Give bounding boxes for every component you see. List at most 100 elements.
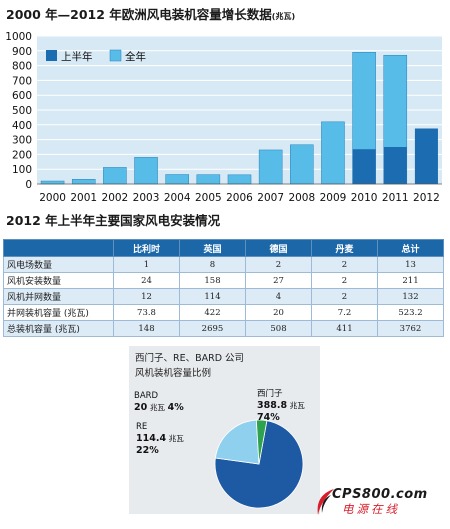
row-label: 风机安装数量 (3, 272, 114, 289)
y-tick-label: 500 (12, 105, 32, 117)
watermark: CPS800.com 电源在线 (317, 487, 428, 517)
x-tick-label: 2005 (195, 192, 222, 204)
watermark-sub: 电源在线 (342, 502, 400, 516)
table-cell: 20 (245, 304, 312, 321)
y-tick-label: 800 (12, 61, 32, 73)
bar-full-year (290, 144, 314, 185)
table-row: 风电场数量 1 8 2 2 13 (3, 256, 444, 273)
table-cell: 523.2 (377, 304, 444, 321)
table-row: 风机并网数量 12 114 4 2 132 (3, 288, 444, 305)
bar-full-year (258, 149, 283, 185)
x-tick-label: 2002 (102, 192, 129, 204)
y-tick-label: 600 (12, 90, 32, 102)
pie-label-re: RE 114.4 兆瓦 22% (136, 421, 184, 457)
table-cell: 1 (113, 256, 180, 273)
table-header-cell (3, 239, 114, 257)
bar-chart: 0 100 200 300 400 500 600 700 800 900 1000 2000 2001… (5, 31, 442, 204)
bar-chart-title-text: 2000 年—2012 年欧洲风电装机容量增长数据 (6, 7, 272, 22)
y-tick-label: 300 (12, 135, 32, 147)
bard-value: 20 (134, 402, 148, 413)
table-cell: 2 (311, 256, 378, 273)
x-tick-label: 2006 (226, 192, 253, 204)
table-cell: 148 (113, 320, 180, 337)
table-cell: 73.8 (113, 304, 180, 321)
row-label: 并网装机容量 (兆瓦) (3, 304, 114, 321)
table-header-cell: 英国 (179, 239, 246, 257)
y-tick-label: 200 (12, 149, 32, 161)
bar-full-year (196, 174, 221, 185)
table-header-cell: 德国 (245, 239, 312, 257)
table-title: 2012 年上半年主要国家风电安装情况 (6, 213, 221, 228)
x-tick-label: 2000 (39, 192, 66, 204)
x-tick-label: 2001 (70, 192, 97, 204)
pie-chart (214, 419, 304, 509)
table-cell: 2 (245, 256, 312, 273)
x-tick-label: 2008 (288, 192, 315, 204)
bar-full-year (227, 174, 252, 185)
bar-chart-title-unit: (兆瓦) (271, 12, 296, 21)
legend-label-first-half: 上半年 (61, 50, 93, 63)
bard-name: BARD (134, 391, 159, 401)
row-label: 风机并网数量 (3, 288, 114, 305)
x-tick-label: 2004 (164, 192, 191, 204)
siemens-pct: 74% (257, 412, 280, 423)
pie-title-line: 风机装机容量比例 (135, 368, 212, 379)
bar-first-half (383, 147, 407, 184)
bar-full-year (103, 167, 127, 185)
table-header-cell: 丹麦 (311, 239, 378, 257)
pie-title: 西门子、RE、BARD 公司 风机装机容量比例 (135, 351, 244, 381)
table-cell: 7.2 (311, 304, 378, 321)
table-cell: 2 (311, 272, 378, 289)
pie-panel: 西门子、RE、BARD 公司 风机装机容量比例 西门子 388.8 兆瓦 74%… (129, 346, 320, 514)
siemens-name: 西门子 (257, 389, 283, 399)
bar-first-half (414, 128, 438, 184)
bar-full-year (134, 157, 158, 185)
table-cell: 2 (311, 288, 378, 305)
swoosh-icon (317, 489, 334, 515)
table-cell: 27 (245, 272, 312, 289)
bard-unit: 兆瓦 (149, 403, 165, 412)
siemens-value: 388.8 (257, 400, 288, 411)
table-cell: 24 (113, 272, 180, 289)
pie-slice-bard (255, 419, 268, 465)
table-header-row: 比利时 英国 德国 丹麦 总计 (3, 239, 444, 257)
table-cell: 3762 (377, 320, 444, 337)
table-cell: 411 (311, 320, 378, 337)
table-cell: 12 (113, 288, 180, 305)
x-tick-label: 2012 (413, 192, 440, 204)
table-cell: 211 (377, 272, 444, 289)
pie-label-siemens: 西门子 388.8 兆瓦 74% (257, 388, 305, 424)
table-cell: 114 (179, 288, 246, 305)
legend-swatch-first-half (46, 50, 57, 61)
row-label: 风电场数量 (3, 256, 114, 273)
x-tick-label: 2011 (382, 192, 409, 204)
table-header-cell: 比利时 (113, 239, 180, 257)
table-row: 并网装机容量 (兆瓦) 73.8 422 20 7.2 523.2 (3, 304, 444, 321)
table-header-cell: 总计 (377, 239, 444, 257)
bar-first-half (352, 149, 376, 184)
bar-full-year (321, 121, 345, 185)
x-tick-label: 2010 (351, 192, 378, 204)
y-tick-label: 900 (12, 46, 32, 58)
re-pct: 22% (136, 445, 159, 456)
table-cell: 158 (179, 272, 246, 289)
bar-full-year (40, 180, 65, 185)
y-tick-label: 700 (12, 75, 32, 87)
y-tick-label: 400 (12, 120, 32, 132)
x-tick-label: 2009 (320, 192, 347, 204)
re-unit: 兆瓦 (168, 434, 184, 443)
bard-pct: 4% (167, 402, 184, 413)
table-cell: 508 (245, 320, 312, 337)
pie-slice-re (214, 419, 260, 465)
bar-full-year (71, 179, 96, 185)
legend-label-full-year: 全年 (125, 50, 146, 63)
table-cell: 8 (179, 256, 246, 273)
re-name: RE (136, 422, 148, 432)
y-tick-label: 0 (25, 179, 32, 191)
pie-title-line: 西门子、RE、BARD 公司 (135, 353, 245, 364)
table-row: 风机安装数量 24 158 27 2 211 (3, 272, 444, 289)
bar-chart-title: 2000 年—2012 年欧洲风电装机容量增长数据(兆瓦) (6, 4, 295, 23)
table-cell: 132 (377, 288, 444, 305)
install-table: 比利时 英国 德国 丹麦 总计 风电场数量 1 8 2 2 13 风机安装数量 … (3, 239, 444, 337)
y-tick-label: 1000 (5, 31, 32, 43)
